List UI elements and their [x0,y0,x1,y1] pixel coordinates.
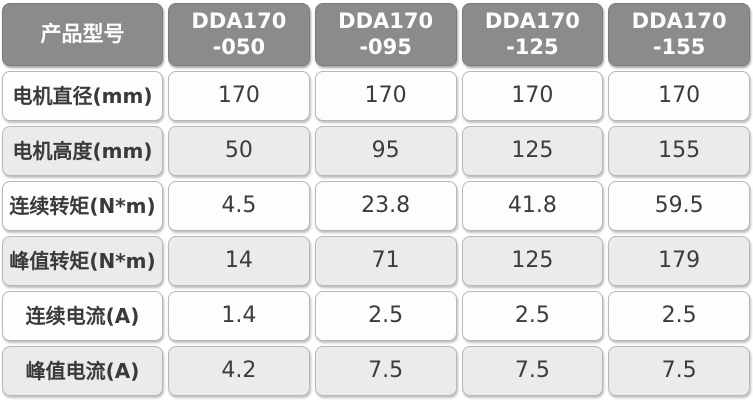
header-cell-dda170-125: DDA170 -125 [461,3,604,66]
row-label-motor-height: 电机高度(mm) [2,126,163,176]
row-label-motor-diameter: 电机直径(mm) [2,71,163,121]
header-cell-dda170-050: DDA170 -050 [168,3,310,66]
row-label-peak-current: 峰值电流(A) [2,346,163,396]
model-suffix-line: -050 [212,34,266,59]
header-cell-dda170-155: DDA170 -155 [608,3,750,66]
value-cell: 170 [461,71,604,121]
value-cell: 179 [608,236,750,286]
value-cell: 4.2 [168,346,310,396]
value-cell: 2.5 [314,291,457,341]
value-cell: 4.5 [168,181,310,231]
value-cell: 41.8 [461,181,604,231]
value-cell: 50 [168,126,310,176]
header-cell-dda170-095: DDA170 -095 [314,3,457,66]
value-cell: 1.4 [168,291,310,341]
value-cell: 95 [314,126,457,176]
value-cell: 170 [168,71,310,121]
model-name-line: DDA170 [631,9,727,34]
model-name-line: DDA170 [191,9,287,34]
value-cell: 59.5 [608,181,750,231]
value-cell: 7.5 [314,346,457,396]
row-label-continuous-torque: 连续转矩(N*m) [2,181,163,231]
model-suffix-line: -095 [359,34,412,59]
value-cell: 125 [461,236,604,286]
value-cell: 71 [314,236,457,286]
value-cell: 125 [461,126,604,176]
value-cell: 155 [608,126,750,176]
value-cell: 2.5 [608,291,750,341]
value-cell: 170 [608,71,750,121]
model-suffix-line: -125 [506,34,559,59]
value-cell: 7.5 [608,346,750,396]
value-cell: 7.5 [461,346,604,396]
value-cell: 14 [168,236,310,286]
model-name-line: DDA170 [484,9,580,34]
row-label-continuous-current: 连续电流(A) [2,291,163,341]
header-cell-product-model: 产品型号 [2,3,163,66]
value-cell: 170 [314,71,457,121]
row-label-peak-torque: 峰值转矩(N*m) [2,236,163,286]
model-name-line: DDA170 [338,9,434,34]
model-suffix-line: -155 [652,34,706,59]
value-cell: 2.5 [461,291,604,341]
value-cell: 23.8 [314,181,457,231]
